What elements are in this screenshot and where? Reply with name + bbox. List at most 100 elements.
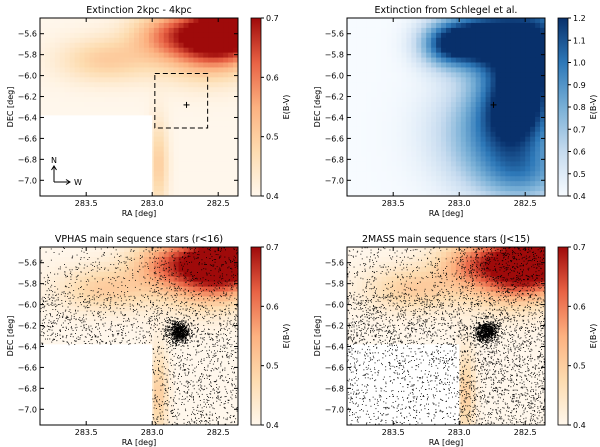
star-point — [460, 319, 461, 321]
star-point — [214, 315, 215, 317]
star-point — [158, 257, 159, 259]
star-point — [103, 325, 105, 327]
star-point — [390, 343, 392, 344]
star-point — [169, 287, 170, 289]
star-point — [167, 271, 169, 273]
star-point — [433, 326, 435, 328]
star-point — [156, 416, 158, 418]
star-point — [80, 304, 82, 306]
star-point — [226, 339, 228, 340]
star-point — [431, 264, 433, 266]
star-point — [221, 265, 223, 267]
x-tick-label: 283.5 — [75, 199, 98, 208]
star-point — [358, 293, 360, 295]
star-point — [501, 378, 503, 379]
star-point — [172, 323, 174, 325]
star-point — [449, 298, 451, 300]
star-point — [186, 261, 188, 262]
star-point — [203, 268, 205, 270]
star-point — [86, 253, 88, 254]
star-point — [80, 280, 82, 282]
star-point — [217, 358, 219, 359]
star-point — [488, 377, 490, 379]
star-point — [149, 342, 151, 343]
star-point — [465, 303, 467, 304]
star-point — [50, 315, 51, 317]
star-point — [226, 419, 228, 421]
star-point — [185, 381, 187, 383]
star-point — [209, 420, 211, 422]
star-point — [69, 309, 71, 311]
star-point — [231, 394, 233, 396]
star-point — [175, 289, 177, 291]
star-point — [456, 311, 458, 313]
star-point — [532, 366, 534, 368]
star-point — [176, 317, 178, 319]
star-point — [190, 292, 192, 294]
star-point — [352, 385, 354, 387]
star-point — [530, 356, 532, 358]
star-point — [389, 363, 391, 365]
star-point — [201, 333, 203, 335]
star-point — [130, 295, 132, 297]
star-point — [214, 290, 215, 292]
star-point — [190, 279, 192, 281]
star-point — [161, 310, 162, 312]
star-point — [484, 264, 486, 266]
star-point — [148, 331, 150, 333]
star-point — [236, 264, 238, 266]
star-point — [476, 319, 477, 321]
star-point — [518, 354, 520, 356]
star-point — [383, 307, 385, 309]
star-point — [127, 267, 128, 269]
star-point — [530, 307, 531, 308]
colorbar-tick-label: 0.5 — [266, 362, 279, 371]
star-point — [462, 411, 464, 413]
star-point — [172, 423, 173, 425]
star-point — [63, 340, 65, 342]
star-point — [423, 301, 425, 303]
star-point — [498, 262, 500, 264]
star-point — [194, 251, 195, 253]
star-point — [234, 316, 236, 317]
star-point — [213, 389, 215, 391]
star-point — [216, 417, 217, 418]
star-point — [422, 300, 424, 302]
star-point — [528, 374, 530, 376]
star-point — [178, 339, 180, 341]
star-point — [182, 345, 184, 347]
star-point — [171, 282, 172, 284]
star-point — [184, 340, 186, 342]
star-point — [227, 361, 229, 363]
star-point — [168, 266, 170, 268]
star-point — [408, 304, 410, 306]
star-point — [155, 291, 157, 293]
star-point — [227, 399, 229, 401]
star-point — [215, 259, 217, 260]
star-point — [122, 330, 124, 332]
star-point — [512, 258, 514, 260]
star-point — [527, 290, 528, 292]
star-point — [353, 298, 355, 300]
star-point — [192, 385, 194, 387]
star-point — [502, 260, 504, 262]
star-point — [164, 401, 166, 402]
star-point — [235, 342, 237, 344]
star-point — [439, 410, 441, 412]
star-point — [168, 262, 170, 264]
star-point — [158, 368, 159, 370]
star-point — [142, 342, 143, 344]
star-point — [181, 334, 183, 336]
star-point — [433, 319, 435, 321]
star-point — [352, 249, 354, 251]
star-point — [145, 282, 147, 283]
star-point — [197, 313, 198, 315]
star-point — [111, 325, 113, 327]
star-point — [193, 333, 195, 335]
star-point — [176, 339, 177, 341]
star-point — [176, 300, 178, 302]
star-point — [153, 352, 155, 354]
star-point — [85, 343, 87, 344]
star-point — [212, 264, 214, 266]
star-point — [203, 307, 205, 308]
